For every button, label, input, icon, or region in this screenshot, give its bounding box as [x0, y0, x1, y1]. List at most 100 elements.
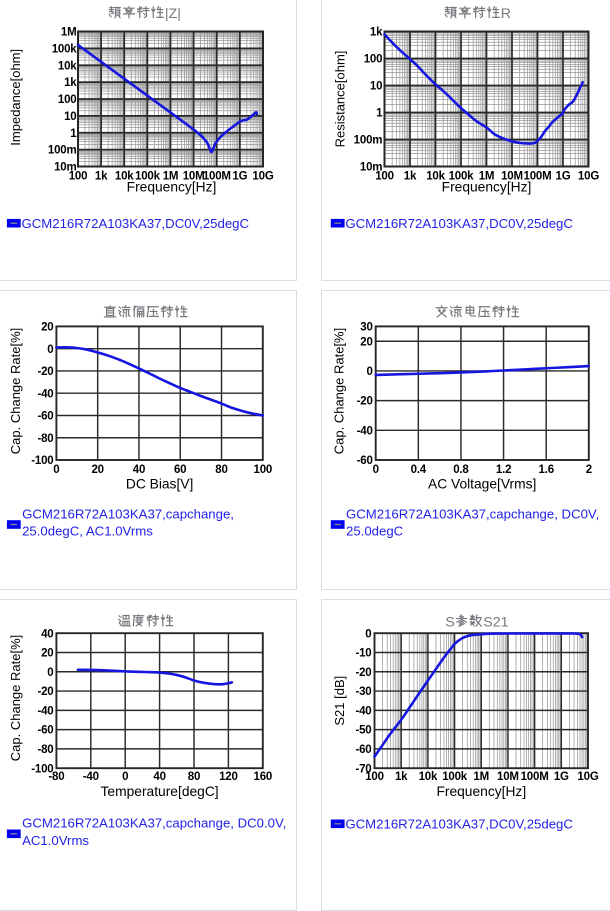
svg-text:Frequency[Hz]: Frequency[Hz] [442, 180, 532, 195]
svg-text:20: 20 [41, 322, 53, 334]
svg-text:1: 1 [70, 128, 77, 140]
svg-text:100k: 100k [52, 44, 78, 56]
svg-text:0: 0 [47, 667, 53, 679]
svg-text:-80: -80 [37, 433, 53, 445]
svg-text:2: 2 [586, 464, 592, 476]
svg-text:-100: -100 [31, 455, 53, 467]
svg-text:1G: 1G [232, 170, 247, 182]
svg-text:-60: -60 [37, 411, 53, 423]
svg-text:|: | [177, 6, 181, 22]
svg-text:40: 40 [41, 628, 53, 640]
svg-text:0.4: 0.4 [411, 464, 427, 476]
svg-text:40: 40 [133, 464, 145, 476]
svg-text:10G: 10G [577, 771, 598, 783]
svg-text:10G: 10G [578, 170, 599, 182]
svg-text:1G: 1G [554, 771, 569, 783]
svg-text:25.0degC, AC1.0Vrms: 25.0degC, AC1.0Vrms [22, 524, 153, 539]
svg-text:1: 1 [501, 614, 509, 630]
svg-text:100: 100 [69, 170, 88, 182]
svg-text:1k: 1k [404, 170, 417, 182]
svg-text:10M: 10M [501, 170, 523, 182]
svg-text:20: 20 [360, 336, 372, 348]
svg-text:1G: 1G [556, 170, 571, 182]
svg-text:-20: -20 [37, 366, 53, 378]
svg-text:20: 20 [91, 464, 103, 476]
svg-text:10k: 10k [58, 60, 77, 72]
svg-text:0: 0 [373, 464, 379, 476]
svg-text:100k: 100k [135, 170, 161, 182]
svg-text:-40: -40 [37, 388, 53, 400]
svg-text:10: 10 [370, 81, 382, 93]
svg-text:-80: -80 [37, 744, 53, 756]
svg-text:60: 60 [174, 464, 186, 476]
svg-text:GCM216R72A103KA37,DC0V,25degC: GCM216R72A103KA37,DC0V,25degC [22, 216, 250, 231]
svg-text:40: 40 [153, 771, 165, 783]
svg-text:GCM216R72A103KA37,capchange, D: GCM216R72A103KA37,capchange, DC0.0V, [22, 816, 286, 831]
svg-text:0: 0 [53, 464, 59, 476]
svg-text:Cap. Change Rate[%]: Cap. Change Rate[%] [8, 328, 23, 454]
svg-text:20: 20 [41, 648, 53, 660]
svg-text:-10: -10 [355, 648, 371, 660]
svg-text:1M: 1M [473, 771, 489, 783]
svg-text:10: 10 [64, 111, 76, 123]
svg-text:Cap. Change Rate[%]: Cap. Change Rate[%] [331, 328, 346, 454]
svg-text:100m: 100m [48, 145, 77, 157]
svg-text:1k: 1k [395, 771, 408, 783]
svg-text:1k: 1k [370, 27, 383, 39]
svg-text:DC Bias[V]: DC Bias[V] [126, 477, 193, 492]
svg-text:100k: 100k [442, 771, 468, 783]
svg-text:S: S [483, 614, 492, 630]
svg-text:-40: -40 [355, 705, 371, 717]
svg-text:AC Voltage[Vrms]: AC Voltage[Vrms] [428, 477, 536, 492]
svg-text:Z: Z [169, 6, 178, 22]
svg-text:10M: 10M [183, 170, 205, 182]
svg-text:GCM216R72A103KA37,DC0V,25degC: GCM216R72A103KA37,DC0V,25degC [345, 816, 573, 831]
svg-text:Temperature[degC]: Temperature[degC] [101, 784, 219, 799]
svg-text:10m: 10m [360, 162, 382, 174]
svg-text:25.0degC: 25.0degC [346, 524, 404, 539]
svg-text:1.6: 1.6 [539, 464, 554, 476]
svg-text:-40: -40 [83, 771, 99, 783]
svg-text:1: 1 [376, 108, 383, 120]
svg-text:2: 2 [493, 614, 501, 630]
svg-text:0: 0 [366, 366, 372, 378]
svg-text:100: 100 [58, 94, 77, 106]
svg-text:-70: -70 [355, 763, 371, 775]
svg-text:100m: 100m [354, 135, 383, 147]
svg-text:-20: -20 [355, 667, 371, 679]
svg-text:10k: 10k [426, 170, 445, 182]
svg-text:1M: 1M [163, 170, 179, 182]
svg-text:-20: -20 [37, 686, 53, 698]
svg-text:-100: -100 [31, 763, 53, 775]
svg-text:S: S [445, 614, 454, 630]
svg-text:Frequency[Hz]: Frequency[Hz] [127, 180, 217, 195]
svg-text:GCM216R72A103KA37,capchange,: GCM216R72A103KA37,capchange, [22, 506, 234, 521]
svg-text:Frequency[Hz]: Frequency[Hz] [436, 784, 526, 799]
svg-text:-40: -40 [37, 705, 53, 717]
svg-text:1k: 1k [64, 77, 77, 89]
svg-text:1.2: 1.2 [496, 464, 511, 476]
svg-text:0: 0 [47, 344, 53, 356]
svg-text:S21 [dB]: S21 [dB] [332, 676, 347, 726]
svg-text:-50: -50 [355, 725, 371, 737]
svg-text:-60: -60 [357, 455, 373, 467]
svg-text:Resistance[ohm]: Resistance[ohm] [333, 51, 348, 148]
svg-text:GCM216R72A103KA37,DC0V,25degC: GCM216R72A103KA37,DC0V,25degC [345, 216, 573, 231]
svg-text:100: 100 [364, 54, 383, 66]
svg-text:30: 30 [360, 322, 372, 334]
svg-text:100M: 100M [521, 771, 549, 783]
svg-text:0: 0 [122, 771, 128, 783]
svg-text:AC1.0Vrms: AC1.0Vrms [22, 833, 89, 848]
svg-text:Cap. Change Rate[%]: Cap. Change Rate[%] [8, 635, 23, 761]
svg-text:120: 120 [219, 771, 238, 783]
svg-text:1M: 1M [61, 27, 77, 39]
svg-text:-20: -20 [357, 396, 373, 408]
svg-text:100k: 100k [449, 170, 475, 182]
svg-text:-30: -30 [355, 686, 371, 698]
svg-text:|: | [165, 6, 169, 22]
svg-text:160: 160 [254, 771, 273, 783]
svg-text:-60: -60 [355, 744, 371, 756]
svg-text:100: 100 [254, 464, 273, 476]
svg-text:1k: 1k [95, 170, 108, 182]
svg-text:10G: 10G [252, 170, 273, 182]
